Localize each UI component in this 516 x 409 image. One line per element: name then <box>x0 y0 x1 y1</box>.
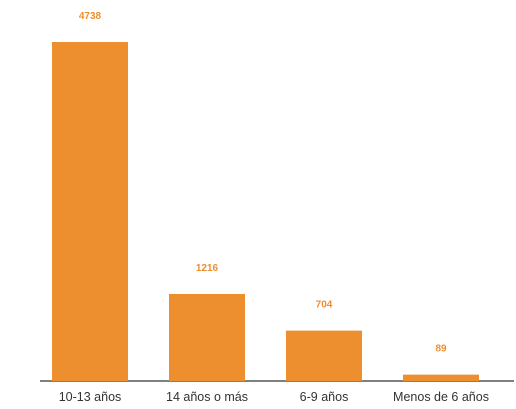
x-tick-label: Menos de 6 años <box>393 390 489 404</box>
bars-group <box>52 42 479 381</box>
bar <box>403 374 479 381</box>
bar-value-label: 1216 <box>196 263 219 274</box>
bar <box>169 293 245 381</box>
value-labels-group: 4738 1216 704 89 <box>79 11 447 355</box>
x-tick-label: 10-13 años <box>59 390 122 404</box>
bar-value-label: 4738 <box>79 11 102 22</box>
bar-value-label: 89 <box>435 344 447 355</box>
x-tick-label: 14 años o más <box>166 390 248 404</box>
x-tick-labels-group: 10-13 años 14 años o más 6-9 años Menos de … <box>59 390 489 404</box>
bar <box>52 42 128 381</box>
x-tick-label: 6-9 años <box>300 390 349 404</box>
bar <box>286 330 362 381</box>
bar-value-label: 704 <box>316 300 333 311</box>
